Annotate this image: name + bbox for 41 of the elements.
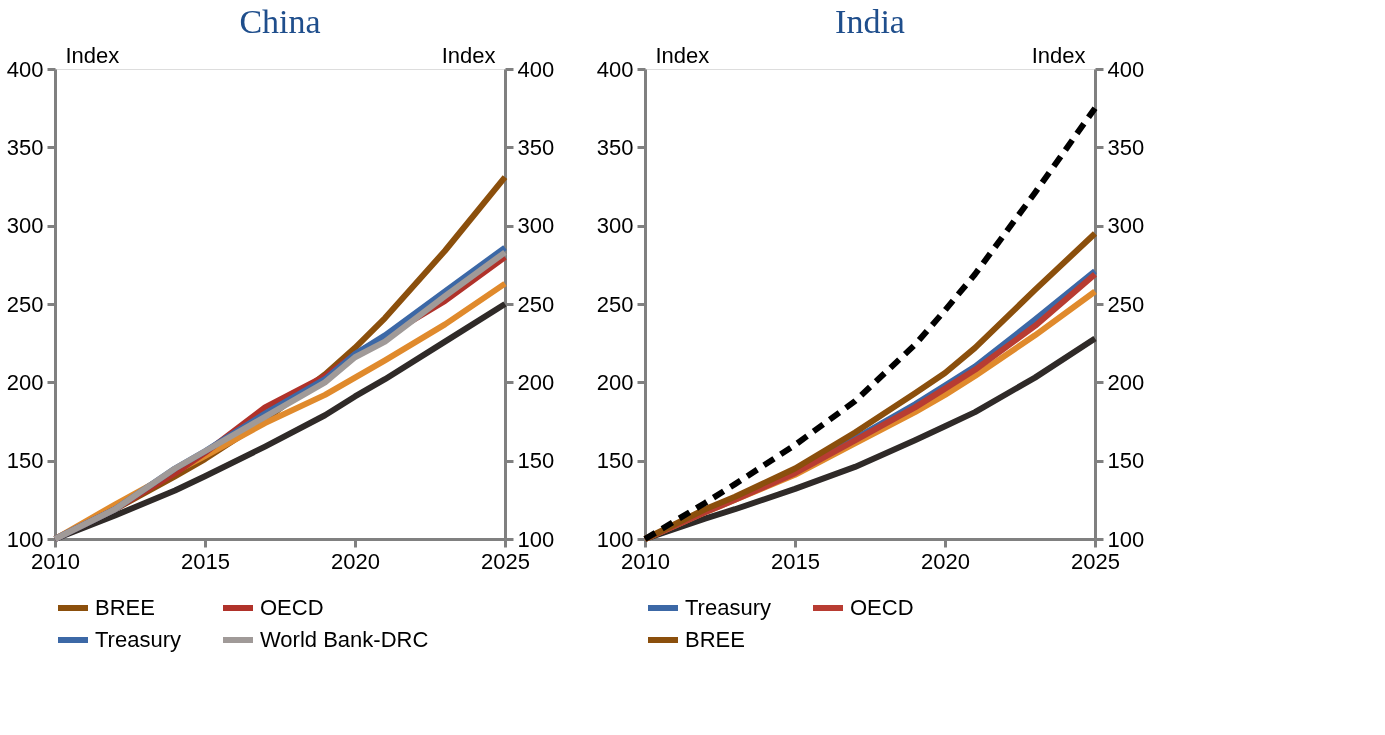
y2-tick-label: 200	[517, 369, 555, 395]
legend-label: OECD	[260, 595, 324, 620]
y2-tick-label: 300	[517, 213, 555, 239]
y-tick-label: 250	[596, 291, 634, 317]
x-tick-label: 2015	[181, 548, 230, 574]
y-tick-label: 350	[596, 134, 634, 160]
y-tick-label: 300	[6, 213, 44, 239]
legend-label: World Bank-DRC	[260, 627, 429, 652]
x-tick-label: 2020	[331, 548, 380, 574]
y2-tick-label: 300	[1107, 213, 1145, 239]
chart-title: India	[835, 3, 905, 40]
y-axis-title: Index	[65, 42, 120, 68]
y-tick-label: 400	[596, 56, 634, 82]
y2-tick-label: 150	[1107, 448, 1145, 474]
y-tick-label: 150	[596, 448, 634, 474]
y2-tick-label: 250	[517, 291, 555, 317]
y2-axis-title: Index	[1031, 42, 1086, 68]
legend-label: Treasury	[95, 627, 181, 652]
y-tick-label: 400	[6, 56, 44, 82]
legend-label: OECD	[850, 595, 914, 620]
y2-tick-label: 250	[1107, 291, 1145, 317]
y-tick-label: 250	[6, 291, 44, 317]
y-axis-title: Index	[655, 42, 710, 68]
y2-tick-label: 350	[517, 134, 555, 160]
legend-label: Treasury	[685, 595, 771, 620]
y2-tick-label: 400	[517, 56, 555, 82]
legend-label: BREE	[95, 595, 155, 620]
y-tick-label: 300	[596, 213, 634, 239]
y2-axis-title: Index	[441, 42, 496, 68]
y-tick-label: 200	[6, 369, 44, 395]
y-tick-label: 200	[596, 369, 634, 395]
x-tick-label: 2020	[921, 548, 970, 574]
chart-title: China	[239, 3, 321, 40]
y2-tick-label: 150	[517, 448, 555, 474]
y2-tick-label: 200	[1107, 369, 1145, 395]
x-tick-label: 2015	[771, 548, 820, 574]
y-tick-label: 350	[6, 134, 44, 160]
legend-label: BREE	[685, 627, 745, 652]
y2-tick-label: 350	[1107, 134, 1145, 160]
y-tick-label: 150	[6, 448, 44, 474]
y2-tick-label: 400	[1107, 56, 1145, 82]
